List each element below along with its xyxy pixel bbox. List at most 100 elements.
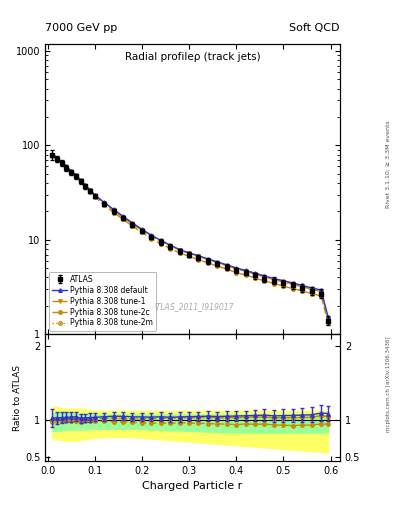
Pythia 8.308 tune-2m [206,257,210,263]
Pythia 8.308 default [224,262,229,268]
Pythia 8.308 tune-2c [281,283,286,289]
Pythia 8.308 default [300,282,305,288]
Pythia 8.308 tune-1 [88,187,92,194]
Pythia 8.308 tune-2m [55,156,59,162]
Pythia 8.308 tune-1 [140,227,144,233]
Pythia 8.308 default [50,151,55,157]
Pythia 8.308 tune-1 [326,316,331,322]
Pythia 8.308 default [83,182,88,188]
Pythia 8.308 default [206,256,210,262]
Pythia 8.308 tune-2m [121,215,125,221]
Pythia 8.308 tune-1 [102,200,107,206]
Pythia 8.308 tune-1 [149,233,154,239]
Pythia 8.308 tune-2c [83,184,88,190]
Pythia 8.308 tune-2c [262,278,267,284]
Pythia 8.308 default [88,187,92,193]
Pythia 8.308 tune-2m [149,233,154,239]
Pythia 8.308 default [196,252,201,259]
Text: ATLAS_2011_I919017: ATLAS_2011_I919017 [151,302,234,311]
Pythia 8.308 tune-2c [121,216,125,222]
Line: Pythia 8.308 tune-2m: Pythia 8.308 tune-2m [51,153,330,321]
Pythia 8.308 tune-1 [243,268,248,274]
Pythia 8.308 tune-2m [224,263,229,269]
Pythia 8.308 tune-1 [196,253,201,260]
Text: 7000 GeV pp: 7000 GeV pp [45,23,118,33]
Pythia 8.308 default [92,192,97,198]
Pythia 8.308 tune-1 [92,193,97,199]
Pythia 8.308 default [55,155,59,161]
Pythia 8.308 tune-2m [234,266,239,272]
Pythia 8.308 tune-2c [73,174,78,180]
Pythia 8.308 tune-2m [88,187,92,194]
Pythia 8.308 tune-1 [319,288,323,294]
Text: Soft QCD: Soft QCD [290,23,340,33]
Pythia 8.308 default [309,285,314,291]
Pythia 8.308 default [111,206,116,212]
Pythia 8.308 tune-2m [59,160,64,166]
Pythia 8.308 default [326,314,331,320]
Pythia 8.308 default [102,199,107,205]
Text: Radial profileρ (track jets): Radial profileρ (track jets) [125,52,261,62]
Pythia 8.308 tune-2m [78,178,83,184]
Pythia 8.308 tune-2c [300,288,305,294]
Pythia 8.308 tune-2m [215,260,220,266]
Pythia 8.308 tune-2c [92,194,97,200]
Y-axis label: Ratio to ATLAS: Ratio to ATLAS [13,365,22,431]
Pythia 8.308 default [215,259,220,265]
Pythia 8.308 default [158,237,163,243]
Pythia 8.308 default [78,177,83,183]
X-axis label: Charged Particle r: Charged Particle r [142,481,243,491]
Pythia 8.308 tune-2m [290,281,295,287]
Pythia 8.308 tune-1 [177,247,182,253]
Pythia 8.308 tune-2m [319,288,323,294]
Pythia 8.308 tune-2c [196,257,201,263]
Pythia 8.308 default [177,246,182,252]
Pythia 8.308 tune-1 [83,183,88,189]
Pythia 8.308 tune-2c [224,266,229,272]
Pythia 8.308 tune-2m [140,227,144,233]
Pythia 8.308 default [262,273,267,279]
Pythia 8.308 tune-2m [326,316,331,322]
Pythia 8.308 tune-2c [59,161,64,167]
Pythia 8.308 tune-2m [168,243,173,249]
Pythia 8.308 default [234,265,239,271]
Pythia 8.308 tune-1 [253,271,257,277]
Pythia 8.308 tune-2m [73,173,78,179]
Pythia 8.308 tune-2c [111,209,116,216]
Pythia 8.308 default [253,270,257,276]
Pythia 8.308 tune-1 [309,286,314,292]
Pythia 8.308 tune-2m [158,238,163,244]
Pythia 8.308 tune-2c [69,170,73,176]
Pythia 8.308 tune-2c [243,272,248,278]
Pythia 8.308 default [290,280,295,286]
Pythia 8.308 tune-1 [111,207,116,214]
Pythia 8.308 tune-2c [253,275,257,281]
Pythia 8.308 default [168,242,173,248]
Pythia 8.308 tune-1 [55,156,59,162]
Pythia 8.308 tune-2m [102,200,107,206]
Pythia 8.308 default [140,226,144,232]
Pythia 8.308 tune-1 [300,284,305,290]
Pythia 8.308 tune-1 [187,250,191,257]
Pythia 8.308 tune-2c [55,157,59,163]
Pythia 8.308 tune-1 [281,279,286,285]
Pythia 8.308 tune-2c [78,179,83,185]
Pythia 8.308 tune-2m [309,286,314,292]
Text: mcplots.cern.ch [arXiv:1306.3436]: mcplots.cern.ch [arXiv:1306.3436] [386,336,391,432]
Line: Pythia 8.308 tune-1: Pythia 8.308 tune-1 [51,154,330,321]
Pythia 8.308 tune-1 [73,173,78,179]
Pythia 8.308 tune-1 [272,276,276,283]
Pythia 8.308 tune-2m [272,276,276,283]
Pythia 8.308 default [69,167,73,174]
Pythia 8.308 default [243,267,248,273]
Pythia 8.308 tune-1 [206,257,210,263]
Pythia 8.308 tune-1 [224,263,229,269]
Pythia 8.308 default [59,159,64,165]
Pythia 8.308 tune-2c [130,223,135,229]
Pythia 8.308 tune-2c [88,188,92,195]
Pythia 8.308 tune-2c [64,165,69,172]
Pythia 8.308 tune-2m [69,169,73,175]
Pythia 8.308 tune-2c [149,236,154,242]
Pythia 8.308 tune-1 [78,178,83,184]
Pythia 8.308 tune-1 [130,221,135,227]
